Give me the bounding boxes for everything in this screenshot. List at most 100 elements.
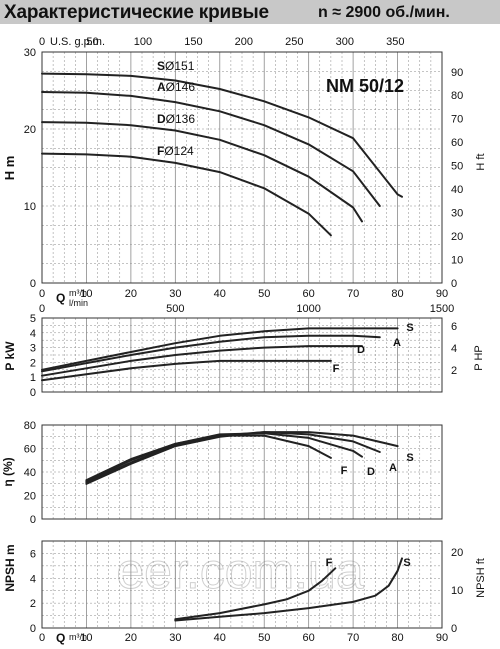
y-tick-label: 4	[30, 573, 36, 585]
npsh-curve-label-F: F	[326, 557, 333, 569]
power-curve-D	[41, 345, 363, 377]
right-tick-label: 40	[451, 184, 463, 196]
head-grid	[41, 51, 443, 284]
lmin-tick-label: 1000	[296, 303, 320, 315]
eff-curve-label-A: A	[389, 462, 397, 474]
top-tick-label: 200	[235, 36, 253, 48]
title-bar: Характеристические кривые n ≈ 2900 об./м…	[0, 0, 500, 24]
curve-label-A: AØ146	[157, 80, 195, 94]
watermark: eer.com.ua	[116, 543, 364, 599]
npsh-frame	[41, 540, 443, 629]
y-axis-title: η (%)	[1, 457, 15, 486]
x-tick-label: 60	[303, 632, 315, 644]
curve-label-S: SØ151	[157, 59, 195, 73]
power-curve-A	[41, 334, 381, 373]
x-tick-label: 10	[80, 632, 92, 644]
y-tick-label: 20	[24, 491, 36, 503]
head-curve-F	[41, 152, 332, 237]
eff-curve-D	[85, 432, 363, 483]
x-tick-label: 0	[39, 632, 45, 644]
x-tick-label: 70	[347, 632, 359, 644]
x-tick-label: 40	[214, 288, 226, 300]
x-axis-unit-secondary: l/min	[69, 298, 88, 308]
power-grid	[41, 317, 443, 393]
right-axis-title: P HP	[473, 345, 485, 370]
npsh-curve-S	[174, 557, 403, 622]
right-tick-label: 70	[451, 114, 463, 126]
right-tick-label: 80	[451, 90, 463, 102]
right-axis-title: NPSH ft	[475, 558, 487, 598]
right-tick-label: 2	[451, 365, 457, 377]
power-curve-S	[41, 327, 399, 371]
power-curve-F	[41, 359, 332, 382]
y-tick-label: 5	[30, 313, 36, 325]
npsh-curve-F	[174, 567, 337, 621]
top-tick-label: 350	[386, 36, 404, 48]
right-tick-label: 90	[451, 67, 463, 79]
x-tick-label: 10	[80, 288, 92, 300]
x-tick-label: 50	[258, 632, 270, 644]
efficiency-frame	[41, 424, 443, 520]
lmin-tick-label: 500	[166, 303, 184, 315]
x-tick-label: 90	[436, 632, 448, 644]
right-tick-label: 50	[451, 161, 463, 173]
top-tick-label: 150	[184, 36, 202, 48]
lmin-tick-label: 1500	[430, 303, 454, 315]
power-curve-label-D: D	[357, 344, 365, 356]
right-tick-label: 4	[451, 343, 457, 355]
efficiency-grid	[41, 424, 443, 520]
top-tick-label: 50	[86, 36, 98, 48]
head-curve-A	[41, 91, 381, 207]
y-tick-label: 30	[24, 47, 36, 59]
y-tick-label: 0	[30, 623, 36, 635]
y-axis-title: H m	[2, 156, 17, 181]
right-tick-label: 10	[451, 255, 463, 267]
model-label: NM 50/12	[326, 76, 404, 96]
x-axis-unit: m³/h	[69, 632, 87, 642]
right-tick-label: 10	[451, 585, 463, 597]
x-axis-unit: m³/h	[69, 288, 87, 298]
power-frame	[41, 317, 443, 393]
eff-curve-F	[85, 434, 332, 482]
x-tick-label: 80	[391, 632, 403, 644]
x-tick-label: 20	[125, 632, 137, 644]
x-axis-q-label: Q	[56, 631, 65, 645]
x-tick-label: 70	[347, 288, 359, 300]
head-curve-S	[41, 72, 403, 198]
npsh-curve-label-S: S	[403, 557, 410, 569]
top-tick-label: 100	[134, 36, 152, 48]
power-curve-label-F: F	[333, 363, 340, 375]
y-tick-label: 0	[30, 278, 36, 290]
y-axis-title: P kW	[3, 341, 17, 371]
power-curve-label-S: S	[406, 322, 413, 334]
y-tick-label: 0	[30, 514, 36, 526]
top-tick-label: 0	[39, 36, 45, 48]
x-tick-label: 0	[39, 288, 45, 300]
y-tick-label: 20	[24, 124, 36, 136]
y-tick-label: 1	[30, 372, 36, 384]
x-tick-label: 80	[391, 288, 403, 300]
speed-label: n ≈ 2900 об./мин.	[318, 4, 450, 21]
y-tick-label: 40	[24, 467, 36, 479]
y-axis-title: NPSH m	[3, 544, 17, 591]
right-tick-label: 30	[451, 208, 463, 220]
x-tick-label: 60	[303, 288, 315, 300]
x-tick-label: 40	[214, 632, 226, 644]
right-tick-label: 0	[451, 278, 457, 290]
x-tick-label: 20	[125, 288, 137, 300]
right-tick-label: 20	[451, 547, 463, 559]
y-tick-label: 80	[24, 420, 36, 432]
head-frame	[41, 51, 443, 284]
right-axis-title: H ft	[475, 153, 487, 170]
top-tick-label: 250	[285, 36, 303, 48]
y-tick-label: 10	[24, 201, 36, 213]
eff-curve-label-D: D	[367, 466, 375, 478]
lmin-tick-label: 0	[39, 303, 45, 315]
x-tick-label: 30	[169, 288, 181, 300]
right-tick-label: 6	[451, 321, 457, 333]
top-axis-unit: U.S. g.p.m.	[50, 36, 105, 48]
top-tick-label: 300	[336, 36, 354, 48]
power-curve-label-A: A	[393, 337, 401, 349]
curve-label-F: FØ124	[157, 144, 194, 158]
